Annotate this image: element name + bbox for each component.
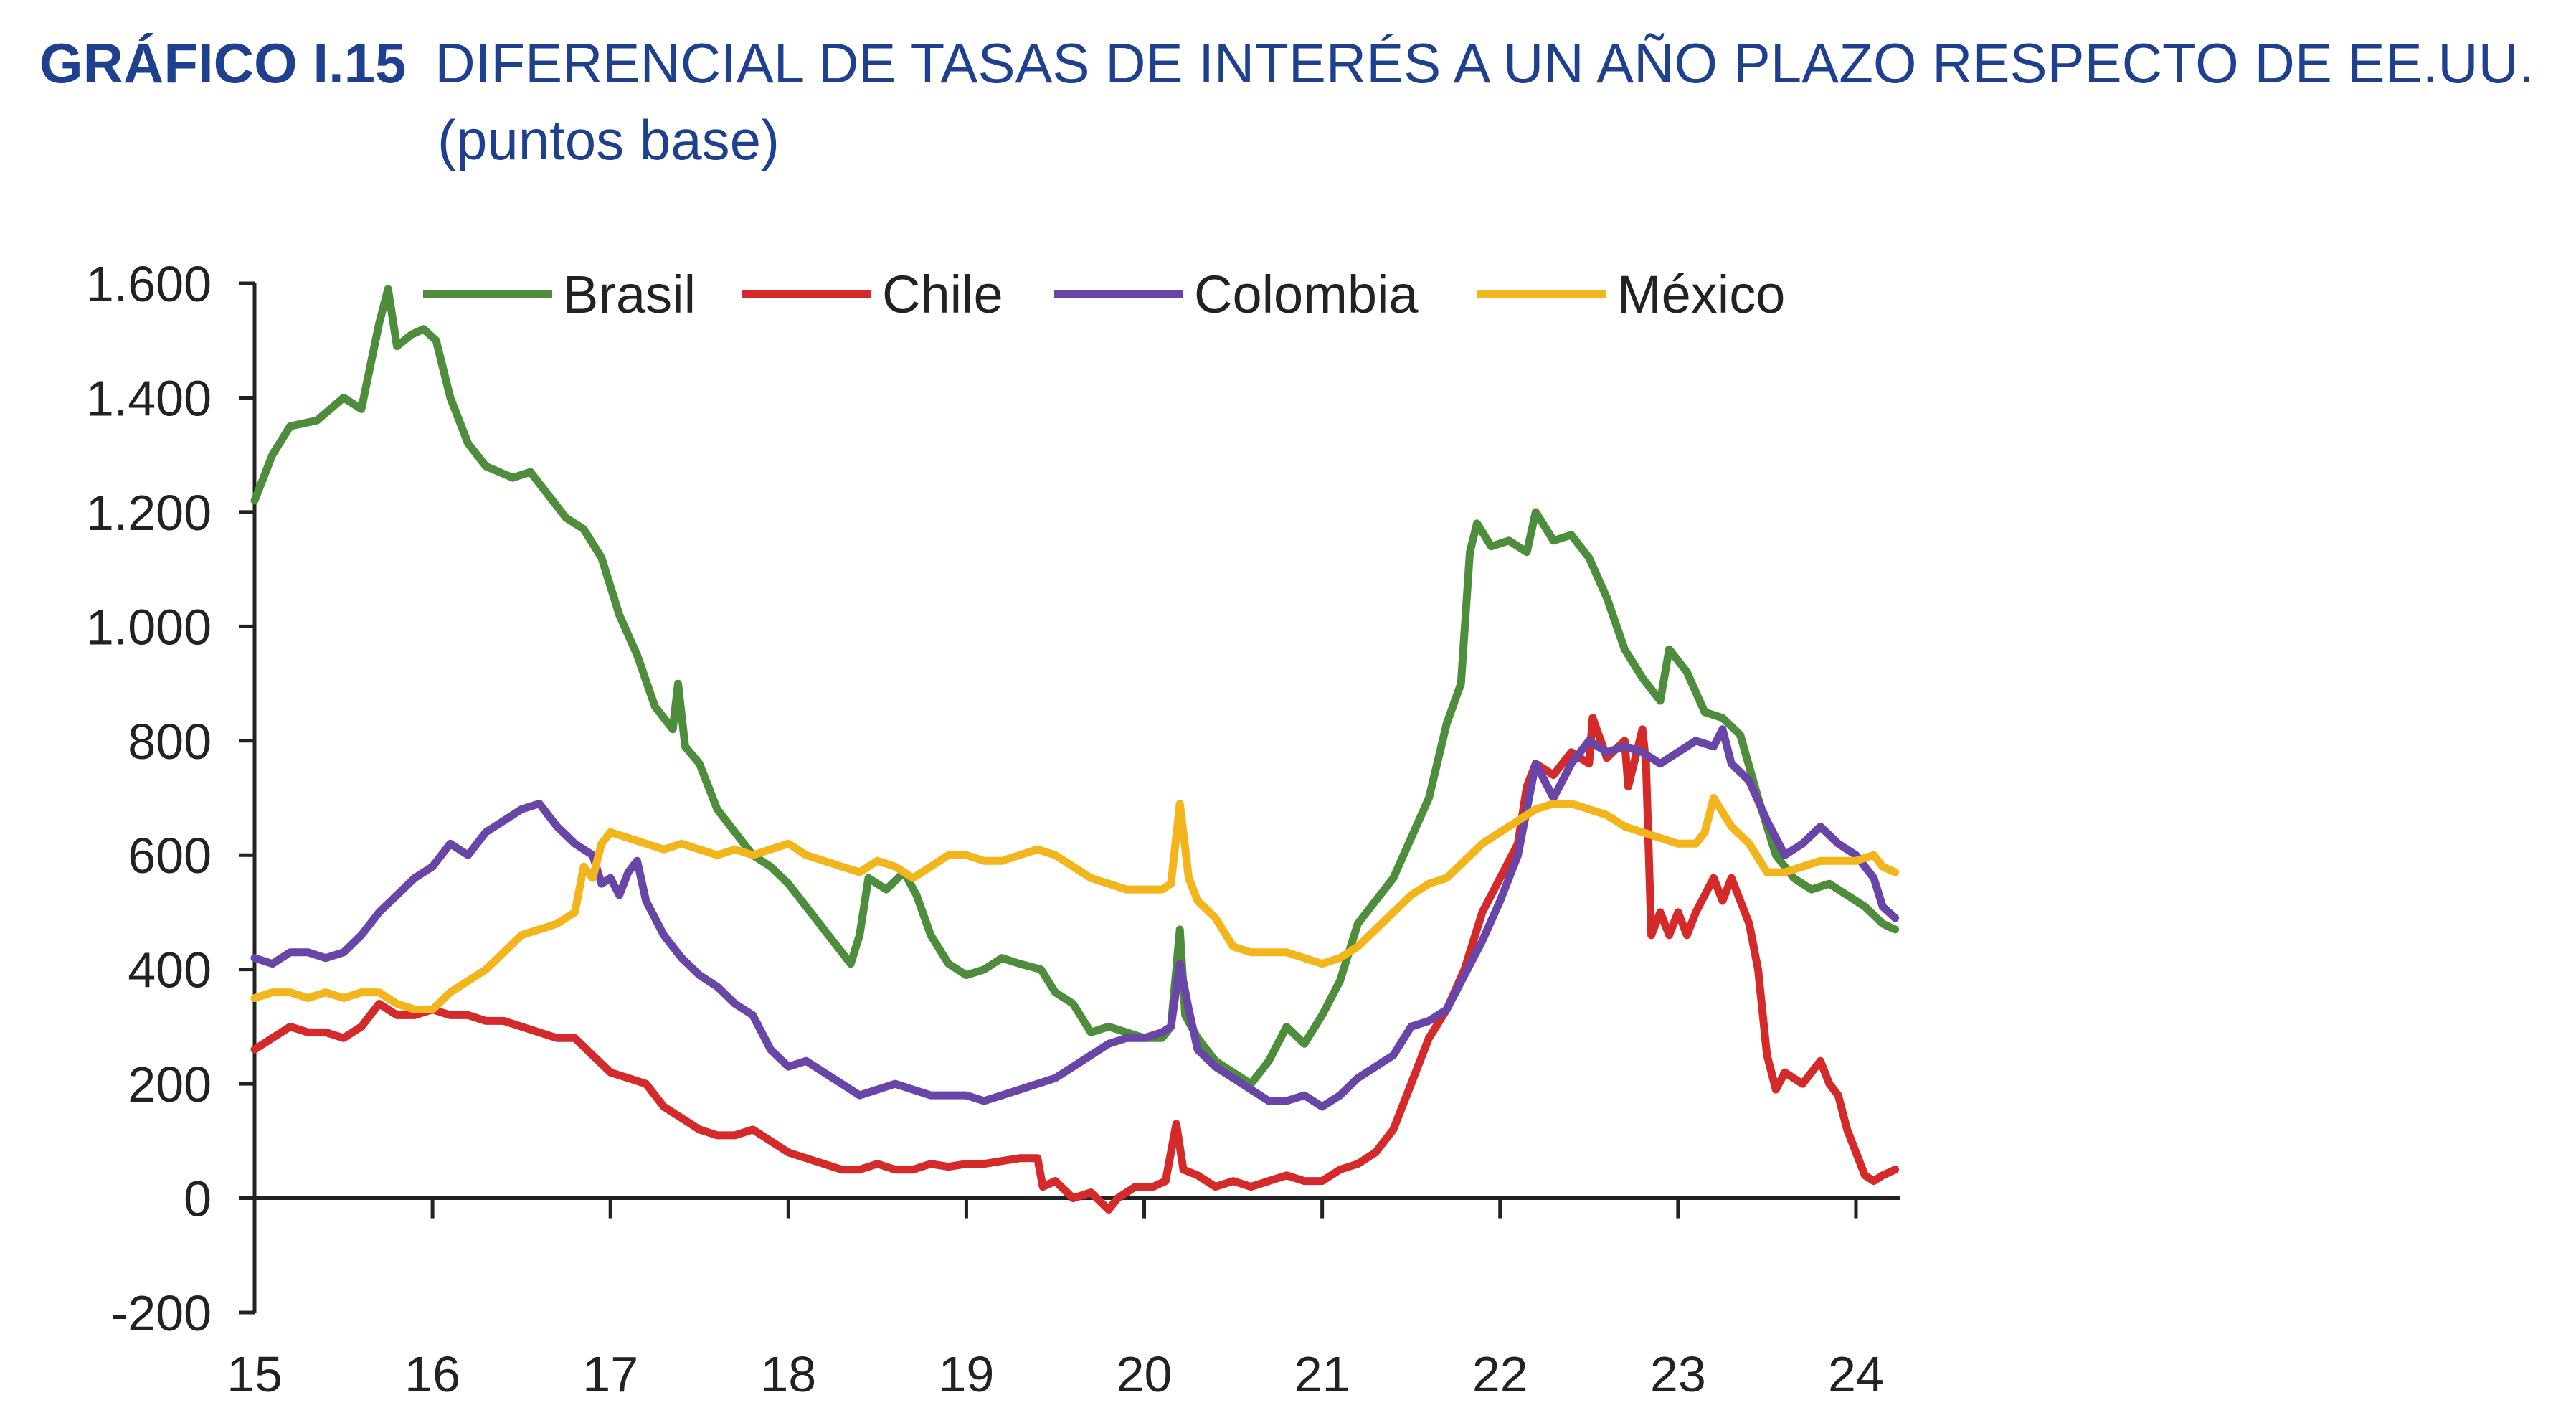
y-tick-label: 1.200: [86, 485, 212, 541]
x-tick-label: 17: [582, 1346, 638, 1402]
y-tick-label: 200: [128, 1056, 212, 1112]
x-tick-label: 16: [404, 1346, 460, 1402]
chart-title-block: GRÁFICO I.15 DIFERENCIAL DE TASAS DE INTE…: [39, 27, 2534, 99]
x-tick-label: 22: [1472, 1346, 1528, 1402]
y-tick-label: 1.600: [86, 256, 212, 312]
y-tick-label: 0: [184, 1171, 212, 1227]
x-tick-label: 21: [1294, 1346, 1350, 1402]
legend-label-chile: Chile: [882, 265, 1003, 324]
y-tick-label: 600: [128, 828, 212, 884]
y-tick-label: 1.400: [86, 370, 212, 426]
x-tick-label: 19: [938, 1346, 994, 1402]
legend-label-colombia: Colombia: [1194, 265, 1419, 324]
chart-title: GRÁFICO I.15 DIFERENCIAL DE TASAS DE INTE…: [39, 27, 2534, 99]
chart-number: GRÁFICO I.15: [39, 32, 407, 95]
x-tick-label: 20: [1117, 1346, 1173, 1402]
y-tick-label: -200: [111, 1285, 212, 1341]
series-line-mexico: [250, 794, 1900, 1013]
x-tick-label: 24: [1828, 1346, 1884, 1402]
series-line-brasil: [250, 285, 1900, 1088]
chart-axes: -200 0 200 400 600 800 1.000 1.200 1.400 1.600 15 1…: [86, 256, 1900, 1402]
chart-subtitle: (puntos base): [437, 108, 780, 171]
y-tick-label: 1.000: [86, 599, 212, 655]
series-line-colombia: [250, 725, 1900, 1111]
legend-label-brasil: Brasil: [563, 265, 696, 324]
legend-label-mexico: México: [1617, 265, 1785, 324]
series-line-chile: [250, 714, 1900, 1214]
chart-title-text: DIFERENCIAL DE TASAS DE INTERÉS A UN AÑO…: [435, 32, 2534, 95]
x-tick-label: 18: [760, 1346, 816, 1402]
x-tick-label: 23: [1650, 1346, 1706, 1402]
x-tick-label: 15: [227, 1346, 283, 1402]
chart-legend: Brasil Chile Colombia México: [423, 265, 1785, 324]
chart-lines: [250, 285, 1900, 1214]
y-tick-label: 400: [128, 942, 212, 998]
y-tick-label: 800: [128, 714, 212, 770]
